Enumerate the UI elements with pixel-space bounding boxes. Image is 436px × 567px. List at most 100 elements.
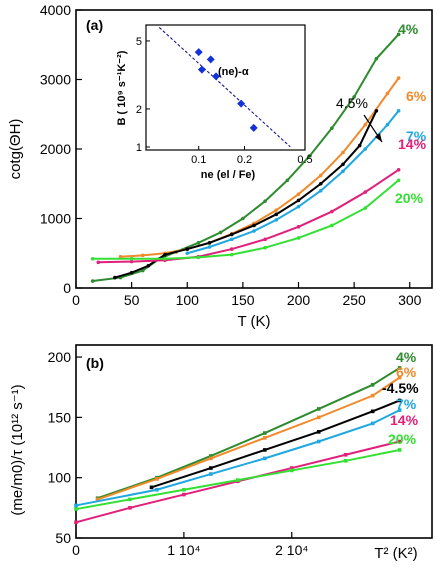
panel-a-point-20: [163, 257, 167, 261]
panel-b-point-6: [155, 477, 159, 481]
panel-a-point-4: [396, 32, 401, 37]
panel-b-series-label-4-5: -4.5%: [382, 380, 419, 396]
panel-b-point-7: [262, 456, 267, 461]
panel-a-point-4-5: [113, 275, 117, 280]
panel-b-point-20: [236, 478, 240, 482]
panel-a-y-tick-label: 0: [63, 280, 71, 296]
panel-a-point-20: [263, 245, 267, 250]
panel-b-x-tick-label: 0: [72, 542, 80, 558]
panel-a-point-6: [274, 208, 279, 212]
panel-a-point-4-5: [341, 162, 345, 167]
panel-b-y-tick-label: 150: [48, 409, 72, 425]
panel-a-point-20: [363, 206, 368, 210]
panel-a-point-14: [296, 225, 301, 229]
panel-a-series-label-4: 4%: [398, 21, 419, 37]
inset-y-axis-label: B ( 10⁹ s⁻¹K⁻²): [116, 50, 128, 125]
panel-b-point-4: [397, 366, 402, 370]
panel-b-point-6: [209, 456, 213, 461]
panel-b-series-label-6: 6%: [396, 364, 417, 380]
panel-a-x-tick-label: 0: [72, 292, 80, 308]
panel-b-point-14: [182, 492, 186, 497]
panel-a-point-6: [296, 192, 301, 196]
panel-b-series-line-4-5: [151, 399, 401, 489]
panel-b-point-4-5: [397, 398, 402, 403]
panel-a-label: (a): [86, 17, 103, 33]
panel-b-label: (b): [86, 355, 104, 371]
inset-data-point: [197, 65, 206, 74]
panel-b-series-line-7: [75, 409, 401, 507]
panel-a-point-14: [363, 190, 368, 194]
panel-a-point-6: [341, 150, 345, 155]
inset-x-tick-label: 0.5: [297, 154, 312, 166]
inset-data-point: [249, 123, 258, 132]
panel-a-point-4: [241, 216, 245, 221]
inset-x-axis-label: ne (el / Fe): [201, 169, 256, 181]
panel-a-series-line-6: [120, 77, 400, 258]
panel-a-point-4: [374, 56, 379, 61]
panel-a-x-tick-label: 200: [287, 292, 311, 308]
panel-a-point-20: [229, 252, 234, 257]
panel-a-point-4-5: [185, 247, 190, 251]
panel-a-point-6: [118, 254, 123, 259]
panel-a-point-4-5: [129, 270, 134, 275]
panel-a-point-7: [396, 108, 401, 113]
panel-a-point-6: [140, 253, 145, 258]
panel-b-series-label-20: 20%: [388, 431, 417, 447]
panel-b-point-4-5: [209, 466, 213, 470]
panel-a-point-6: [396, 76, 401, 80]
panel-a-point-7: [363, 147, 368, 151]
panel-b-point-4: [209, 454, 213, 458]
panel-b-point-20: [182, 487, 186, 492]
panel-a-point-20: [129, 257, 134, 261]
panel-a-point-4: [285, 178, 290, 183]
panel-b-point-7: [316, 439, 321, 444]
inset-y-tick-label: 5: [136, 36, 142, 48]
panel-a-x-tick-label: 100: [176, 292, 200, 308]
panel-b-x-tick-label: 2 10⁴: [275, 542, 308, 558]
panel-b-point-6: [370, 393, 375, 398]
panel-b-point-6: [397, 375, 402, 380]
panel-a-x-tick-label: 250: [342, 292, 366, 308]
panel-a-point-6: [318, 173, 323, 178]
panel-a-point-6: [385, 91, 390, 96]
panel-a-point-7: [296, 204, 301, 209]
panel-b-point-14: [343, 452, 348, 457]
panel-a-point-7: [385, 122, 390, 127]
inset-y-tick-label: 1: [136, 142, 142, 154]
inset-data-point: [206, 55, 215, 64]
panel-a-series-label-7: 7%: [406, 128, 427, 144]
panel-b-point-20: [397, 448, 402, 452]
panel-b-series-label-14: 14%: [390, 412, 419, 428]
panel-a-point-7: [341, 169, 345, 174]
panel-a-point-7: [274, 218, 279, 222]
panel-b-series-label-7: 7%: [396, 396, 417, 412]
panel-a-point-7: [229, 237, 234, 242]
panel-a-point-4: [90, 279, 95, 283]
inset-frame: [145, 24, 306, 151]
inset-data-point: [194, 48, 203, 57]
panel-a-point-4: [352, 95, 356, 99]
panel-b-x-axis-label: T² (K²): [374, 545, 417, 562]
panel-a-point-14: [96, 260, 101, 265]
panel-a-x-tick-label: 150: [231, 292, 255, 308]
panel-a-point-4: [263, 199, 267, 203]
panel-a-point-20: [396, 178, 401, 183]
panel-b-point-20: [289, 468, 294, 473]
panel-b-point-20: [74, 507, 78, 511]
panel-a-point-7: [185, 251, 190, 256]
panel-a-point-4-5: [163, 252, 167, 257]
panel-a-series-label-6: 6%: [406, 88, 427, 104]
panel-b-x-tick-label: 1 10⁴: [167, 542, 200, 558]
panel-b-chart: 0 1 10⁴ 2 10⁴ 50 100 150 200 4%6%-4.5%7%14% 20%…: [9, 344, 433, 562]
panel-b-y-tick-label: 50: [55, 530, 71, 546]
panel-b-point-7: [155, 487, 159, 492]
arrowhead-icon: [375, 133, 382, 142]
panel-b-point-6: [316, 415, 321, 420]
panel-b-point-7: [397, 408, 402, 412]
panel-b-point-4: [370, 383, 375, 387]
inset-data-point: [212, 72, 221, 81]
inset-x-tick-label: 0.1: [191, 154, 206, 166]
panel-a-point-7: [318, 188, 323, 193]
